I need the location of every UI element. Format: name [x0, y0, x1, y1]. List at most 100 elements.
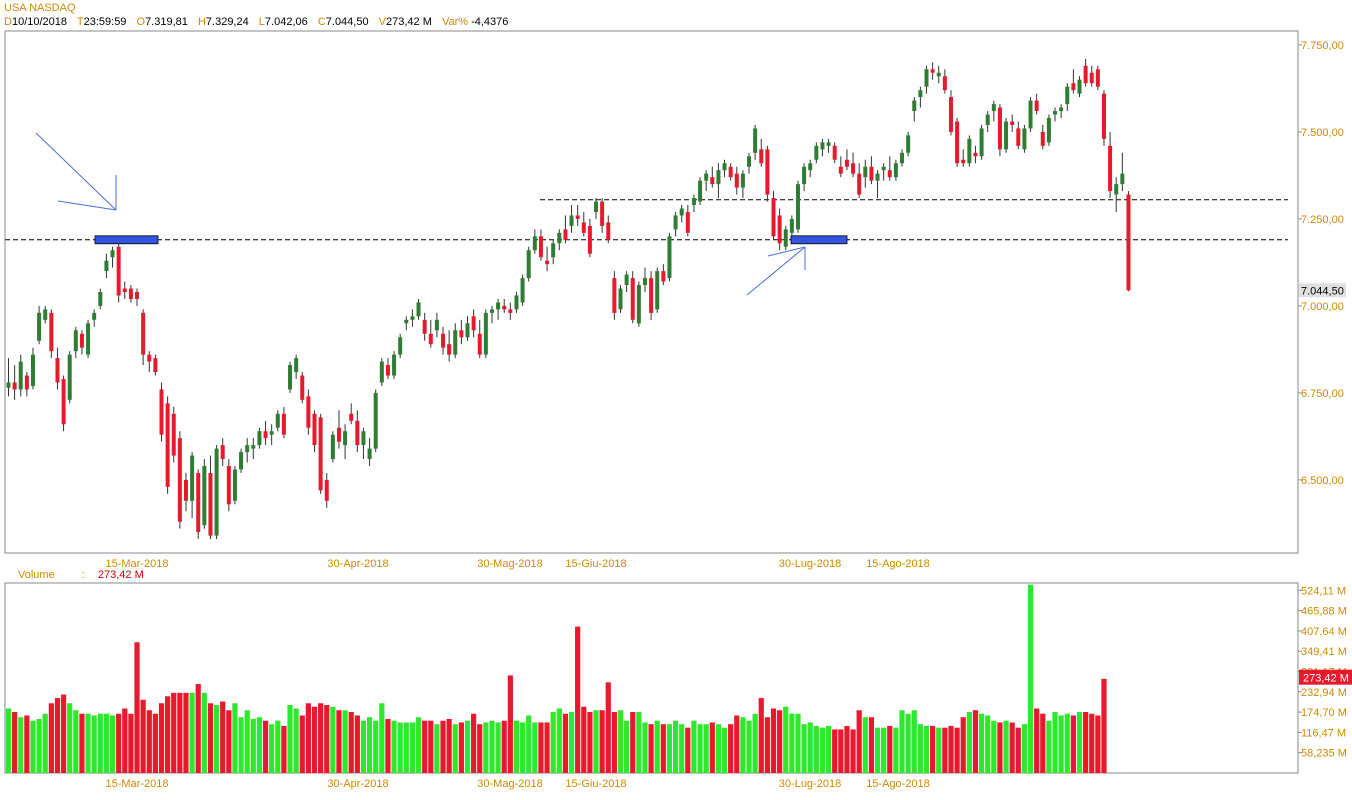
price-x-tick-label: 30-Mag-2018 [477, 558, 542, 570]
var-key: Var% [441, 16, 469, 28]
candle-body [37, 312, 42, 341]
volume-bar [177, 692, 183, 773]
volume-bar [446, 718, 452, 773]
candle-body [281, 413, 286, 435]
volume-bar [1040, 713, 1046, 773]
volume-bar [5, 708, 12, 773]
candle-body [398, 337, 403, 355]
candle-body [1022, 128, 1027, 150]
volume-bar [373, 720, 379, 773]
volume-x-tick-label: 15-Giu-2018 [565, 778, 626, 790]
volume-bar [348, 711, 354, 773]
candle-body [955, 121, 960, 164]
candle-body [361, 431, 366, 446]
candle-body [79, 333, 84, 348]
candle-body [422, 319, 427, 334]
price-y-tick-label: 7.250,00 [1301, 214, 1344, 226]
price-x-tick-label: 30-Apr-2018 [327, 558, 388, 570]
candle-body [710, 177, 715, 185]
volume-value: 273,42 M [386, 16, 432, 28]
candle-body [318, 417, 323, 491]
candle-body [685, 211, 690, 233]
candle-body [618, 288, 623, 310]
candle-body [740, 173, 745, 188]
candle-body [930, 69, 935, 73]
candle-body [948, 97, 953, 132]
candle-body [214, 448, 219, 536]
candle-body [667, 236, 672, 279]
volume-bar [752, 713, 758, 773]
volume-bar [311, 706, 318, 773]
volume-bar [593, 710, 599, 773]
candle-body [385, 365, 390, 376]
volume-bar [1070, 715, 1076, 773]
candle-body [1126, 194, 1131, 291]
volume-bar [293, 708, 299, 773]
candle-body [428, 333, 433, 345]
candle-body [514, 295, 519, 310]
candle-body [771, 198, 776, 237]
volume-bar [262, 720, 269, 773]
candle-body [245, 445, 250, 453]
volume-bar [562, 713, 569, 773]
candle-body [1010, 121, 1015, 125]
volume-bar [642, 722, 648, 773]
candle-body [900, 152, 905, 164]
candle-body [6, 382, 11, 388]
candle-body [612, 278, 617, 313]
candle-body [606, 222, 611, 240]
candle-body [875, 173, 880, 181]
candle-body [183, 479, 188, 501]
volume-bar [838, 729, 844, 773]
candle-body [991, 104, 996, 112]
volume-bar [428, 720, 434, 773]
volume-bar [746, 720, 752, 773]
candle-body [220, 445, 225, 460]
candle-body [447, 344, 452, 355]
volume-bar [324, 705, 330, 773]
candle-body [1071, 83, 1076, 91]
candle-body [728, 166, 733, 178]
volume-bar [213, 705, 220, 773]
volume-bar [575, 626, 581, 773]
volume-bar [832, 729, 838, 773]
last-volume-label: 273,42 M [1303, 673, 1349, 685]
candle-body [434, 319, 439, 331]
price-x-tick-label: 15-Giu-2018 [565, 558, 626, 570]
volume-y-tick-label: 232,94 M [1301, 687, 1347, 699]
volume-y-tick-label: 465,88 M [1301, 606, 1347, 618]
candle-body [1040, 131, 1045, 146]
volume-bar [54, 698, 61, 773]
candle-body [765, 149, 770, 195]
volume-bar [526, 715, 532, 773]
volume-bar [1076, 711, 1083, 773]
volume-bar [238, 717, 244, 773]
volume-current-value: 273,42 M [97, 569, 144, 581]
volume-bar [789, 713, 795, 773]
volume-bar [158, 703, 165, 773]
volume-bar [103, 713, 110, 773]
volume-bar [942, 727, 948, 773]
volume-bar [226, 710, 232, 773]
volume-bar [305, 703, 311, 773]
candle-body [30, 354, 35, 386]
volume-colon: : [81, 569, 85, 581]
volume-bar [171, 692, 177, 773]
candle-body [906, 135, 911, 153]
volume-bar [978, 713, 985, 773]
volume-bar [887, 725, 893, 773]
candle-body [802, 166, 807, 185]
volume-bar [330, 706, 336, 773]
volume-bar [336, 710, 342, 773]
volume-bar [1058, 715, 1064, 773]
volume-bar [299, 715, 305, 773]
candle-body [777, 215, 782, 244]
volume-bar [807, 722, 813, 773]
volume-y-tick-label: 58,235 M [1301, 748, 1347, 760]
candle-body [1053, 111, 1058, 115]
candle-body [61, 379, 66, 425]
candle-body [575, 215, 580, 219]
price-x-tick-label: 30-Lug-2018 [779, 558, 841, 570]
volume-bar [318, 703, 324, 773]
candle-body [924, 69, 929, 87]
